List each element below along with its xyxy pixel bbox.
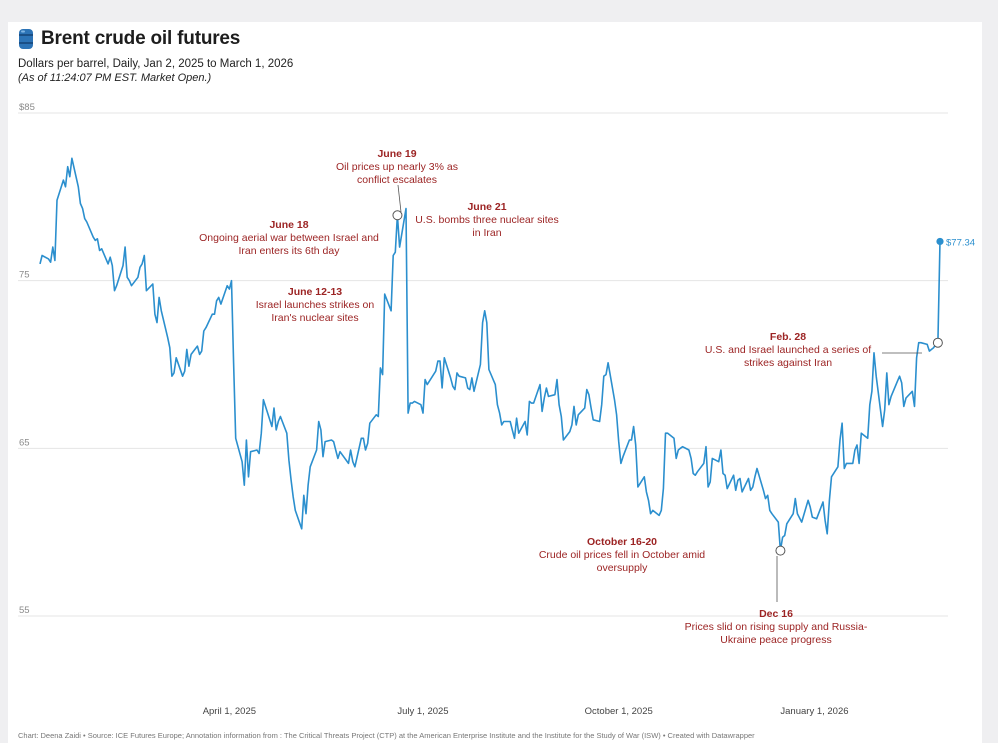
annotation-text: oversupply [597,562,649,574]
end-point-marker [936,237,944,246]
annotation-marker [392,210,403,221]
y-tick-label: $85 [19,102,35,113]
chart-header: Brent crude oil futures Dollars per barr… [18,28,293,84]
chart-title: Brent crude oil futures [41,28,241,49]
annotation-text: Ukraine peace progress [720,634,831,646]
annotation-text: Israel launches strikes on [256,299,375,311]
annotation-marker [775,545,786,556]
x-tick-label: January 1, 2026 [780,706,848,717]
annotation-title: June 19 [377,148,416,160]
title-row: Brent crude oil futures [18,28,293,50]
annotation-title: October 16-20 [587,536,657,548]
annotation-text: Ongoing aerial war between Israel and [199,232,379,244]
end-value-label: $77.34 [946,237,975,248]
series-line [39,157,941,552]
x-tick-label: July 1, 2025 [397,706,448,717]
x-tick-label: April 1, 2025 [203,706,256,717]
annotation-title: June 12-13 [288,286,342,298]
annotation-text: Iran's nuclear sites [271,312,358,324]
annotation-marker [932,337,943,348]
chart-footer-credit: Chart: Deena Zaidi • Source: ICE Futures… [18,731,755,740]
annotation-title: June 21 [467,201,506,213]
annotation-text: Oil prices up nearly 3% as [336,161,458,173]
annotation-text: strikes against Iran [744,357,832,369]
annotation-title: Dec 16 [759,608,793,620]
oil-barrel-icon [19,29,33,49]
chart-timestamp-note: (As of 11:24:07 PM EST. Market Open.) [18,72,212,84]
y-tick-label: 65 [19,437,30,448]
annotation-text: U.S. bombs three nuclear sites [415,214,559,226]
annotation-text: Prices slid on rising supply and Russia- [685,621,868,633]
annotation-title: June 18 [269,219,308,231]
annotation-title: Feb. 28 [770,331,806,343]
y-tick-label: 55 [19,605,30,616]
annotation-text: U.S. and Israel launched a series of [705,344,871,356]
annotation-text: in Iran [472,227,501,239]
y-tick-label: 75 [19,270,30,281]
annotation-leader-line [397,184,402,213]
annotation-text: Crude oil prices fell in October amid [539,549,705,561]
annotation-text: conflict escalates [357,174,437,186]
annotation-text: Iran enters its 6th day [239,245,341,257]
x-tick-label: October 1, 2025 [585,706,653,717]
chart-subtitle: Dollars per barrel, Daily, Jan 2, 2025 t… [18,58,294,70]
